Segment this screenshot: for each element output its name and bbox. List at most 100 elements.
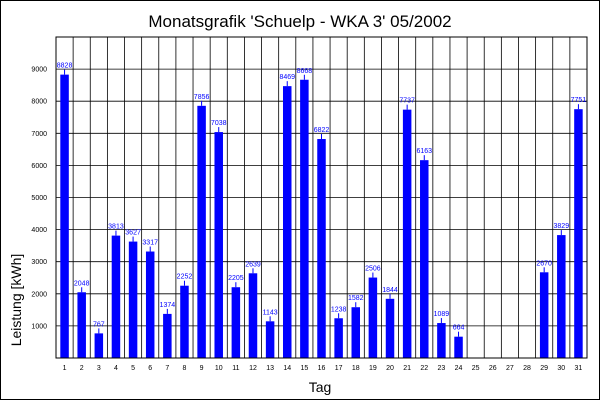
data-label: 3317 — [142, 240, 158, 247]
x-tick-label: 29 — [540, 365, 548, 372]
bar — [437, 323, 446, 358]
x-tick-label: 10 — [215, 365, 223, 372]
x-tick-label: 14 — [283, 365, 291, 372]
x-tick-label: 2 — [80, 365, 84, 372]
x-tick-label: 26 — [489, 365, 497, 372]
y-tick-label: 6000 — [31, 163, 47, 170]
x-tick-label: 19 — [369, 365, 377, 372]
bar — [282, 86, 292, 358]
x-tick-label: 13 — [266, 365, 274, 372]
bar — [334, 318, 343, 358]
bar — [557, 235, 566, 358]
data-label: 7751 — [571, 97, 587, 104]
data-label: 2639 — [245, 261, 261, 268]
x-tick-label: 15 — [300, 365, 308, 372]
bar — [214, 132, 223, 358]
x-tick-label: 25 — [472, 365, 480, 372]
data-label: 7737 — [399, 98, 415, 105]
bar — [180, 285, 189, 358]
data-label: 1582 — [348, 295, 364, 302]
x-tick-labels: 1 2 3 4 5 6 7 8 9 10 11 12 13 14 15 16 17 18 19 20 21 22 23 24 2… — [63, 365, 583, 372]
x-tick-label: 18 — [352, 365, 360, 372]
y-tick-label: 1000 — [31, 323, 47, 330]
y-tick-label: 5000 — [31, 195, 47, 202]
data-label: 664 — [453, 325, 465, 332]
bar — [94, 333, 104, 358]
x-tick-label: 11 — [232, 365, 239, 372]
bar — [145, 251, 155, 358]
bar — [574, 109, 583, 358]
bar — [231, 287, 241, 358]
data-label: 8828 — [57, 63, 73, 70]
y-tick-label: 8000 — [31, 99, 47, 106]
x-tick-label: 30 — [557, 365, 565, 372]
x-tick-label: 21 — [403, 365, 411, 372]
x-tick-label: 12 — [249, 365, 257, 372]
bar — [248, 273, 258, 358]
bar — [77, 292, 86, 358]
chart-title: Monatsgrafik 'Schuelp - WKA 3' 05/2002 — [148, 12, 451, 31]
x-tick-label: 5 — [131, 365, 135, 372]
data-label: 3829 — [554, 223, 570, 230]
x-tick-label: 7 — [165, 365, 169, 372]
y-tick-label: 2000 — [31, 291, 47, 298]
y-tick-labels: 1000 2000 3000 4000 5000 6000 7000 8000 9000 — [31, 67, 47, 331]
data-label: 6822 — [314, 127, 330, 134]
y-tick-label: 9000 — [31, 67, 47, 74]
x-axis-label: Tag — [309, 379, 332, 395]
data-label: 3627 — [125, 230, 141, 237]
bar — [317, 139, 326, 358]
data-label: 1844 — [382, 287, 398, 294]
data-label: 2048 — [74, 280, 90, 287]
bar — [351, 307, 361, 358]
data-label: 8668 — [297, 68, 313, 75]
bar — [539, 272, 549, 358]
y-axis-label: Leistung [kWh] — [8, 254, 24, 347]
x-tick-label: 27 — [506, 365, 514, 372]
bar — [111, 235, 121, 358]
x-tick-label: 4 — [114, 365, 118, 372]
bars — [60, 69, 583, 358]
data-label: 6163 — [416, 148, 432, 155]
plot-area — [55, 36, 588, 359]
x-tick-label: 22 — [420, 365, 428, 372]
data-label: 2205 — [228, 275, 244, 282]
x-tick-label: 20 — [386, 365, 394, 372]
x-tick-label: 16 — [318, 365, 326, 372]
x-tick-label: 6 — [148, 365, 152, 372]
data-label: 7038 — [211, 120, 227, 127]
x-tick-label: 31 — [575, 365, 583, 372]
x-tick-label: 24 — [455, 365, 463, 372]
bar — [420, 160, 429, 358]
data-label: 3813 — [108, 224, 124, 231]
y-tick-label: 7000 — [31, 131, 47, 138]
bar — [163, 313, 172, 358]
data-label: 1238 — [331, 306, 347, 313]
data-label: 8469 — [279, 74, 295, 81]
x-tick-label: 8 — [183, 365, 187, 372]
x-tick-label: 9 — [200, 365, 204, 372]
bar — [402, 109, 412, 358]
data-label: 767 — [93, 321, 105, 328]
bar — [197, 105, 206, 358]
x-tick-label: 3 — [97, 365, 101, 372]
x-tick-label: 17 — [335, 365, 343, 372]
y-tick-label: 3000 — [31, 259, 47, 266]
bar — [368, 277, 378, 358]
data-label: 1374 — [160, 302, 176, 309]
y-tick-label: 4000 — [31, 227, 47, 234]
x-tick-label: 28 — [523, 365, 531, 372]
bar — [60, 74, 69, 358]
data-label: 7856 — [194, 94, 210, 101]
bar — [265, 321, 275, 358]
bar — [300, 79, 309, 358]
data-label: 2670 — [536, 260, 552, 267]
x-tick-label: 1 — [63, 365, 67, 372]
bar — [128, 241, 138, 358]
data-label: 2252 — [177, 274, 193, 281]
data-label: 1089 — [434, 311, 450, 318]
data-label: 2506 — [365, 266, 381, 273]
